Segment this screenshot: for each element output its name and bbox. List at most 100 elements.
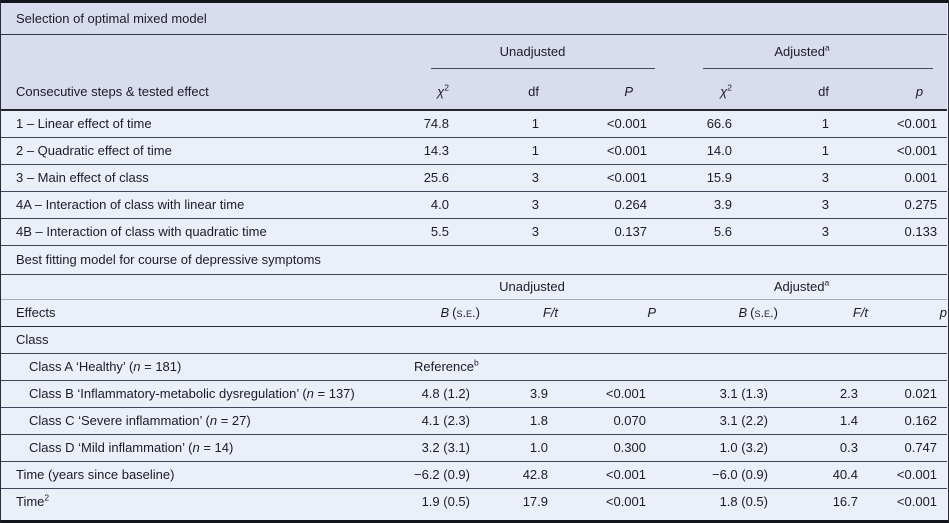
col-header-P-unadjusted: P (549, 69, 657, 111)
cell-p-adjusted: 0.162 (868, 407, 948, 435)
col-header-p-adjusted: p (868, 299, 948, 327)
cell-reference: Referenceb (408, 353, 948, 381)
table-row: Selection of optimal mixed model (1, 3, 948, 35)
cell-Ft-unadjusted: 1.0 (480, 434, 558, 462)
cell-chi2-adjusted: 14.0 (657, 137, 742, 165)
table-row: 1 – Linear effect of time 74.8 1 <0.001 … (1, 110, 948, 138)
cell-P-unadjusted: <0.001 (558, 488, 656, 515)
cell-df-unadjusted: 3 (459, 218, 549, 246)
table-row: 4B – Interaction of class with quadratic… (1, 218, 948, 246)
table-row: Time (years since baseline) −6.2 (0.9) 4… (1, 461, 948, 489)
cell-Ft-adjusted: 16.7 (778, 488, 868, 515)
cell-B-se-adjusted: −6.0 (0.9) (656, 461, 778, 489)
cell-df-unadjusted: 3 (459, 191, 549, 219)
cell-df-unadjusted: 1 (459, 137, 549, 165)
cell-B-se-adjusted: 1.8 (0.5) (656, 488, 778, 515)
group-header-adjusted: Adjusteda (656, 274, 948, 300)
column-header-row: Effects B (s.e.) F/t P B (s.e.) F/t p (1, 299, 948, 327)
table-row: Class D ‘Mild inflammation’ (n = 14) 3.2… (1, 434, 948, 462)
cell-chi2-unadjusted: 5.5 (408, 218, 459, 246)
cell-Ft-adjusted: 40.4 (778, 461, 868, 489)
group-label: Unadjusted (499, 279, 565, 294)
row-label: 3 – Main effect of class (1, 164, 408, 192)
row-label: Class D ‘Mild inflammation’ (n = 14) (1, 434, 408, 462)
row-label: Class A ‘Healthy’ (n = 181) (1, 353, 408, 381)
table-row: Best fitting model for course of depress… (1, 246, 948, 275)
cell-B-se-unadjusted: −6.2 (0.9) (408, 461, 480, 489)
col-header-p-adjusted: p (839, 69, 948, 111)
cell-Ft-unadjusted: 3.9 (480, 380, 558, 408)
cell-Ft-unadjusted: 17.9 (480, 488, 558, 515)
cell-chi2-adjusted: 5.6 (657, 218, 742, 246)
col-header-B-se-unadjusted: B (s.e.) (408, 299, 480, 327)
cell-p-adjusted: <0.001 (868, 488, 948, 515)
row-label: Time2 (1, 488, 408, 515)
cell-Ft-unadjusted: 1.8 (480, 407, 558, 435)
cell-chi2-adjusted: 15.9 (657, 164, 742, 192)
cell-p-adjusted: 0.275 (839, 191, 948, 219)
cell-P-unadjusted: <0.001 (558, 461, 656, 489)
group-label: Unadjusted (499, 44, 566, 59)
cell-P-unadjusted: <0.001 (549, 164, 657, 192)
spacer-cell (1, 274, 408, 300)
col-header-Ft-adjusted: F/t (778, 299, 868, 327)
cell-p-adjusted: <0.001 (839, 110, 948, 138)
cell-chi2-unadjusted: 74.8 (408, 110, 459, 138)
row-label: Time (years since baseline) (1, 461, 408, 489)
footnote-marker-b: b (473, 357, 479, 368)
cell-chi2-unadjusted: 25.6 (408, 164, 459, 192)
col-header-B-se-adjusted: B (s.e.) (656, 299, 778, 327)
section-title: Selection of optimal mixed model (1, 3, 948, 35)
col-header-df-adjusted: df (742, 69, 839, 111)
table-row: Class C ‘Severe inflammation’ (n = 27) 4… (1, 407, 948, 435)
model-selection-table: Selection of optimal mixed model Unadjus… (1, 3, 948, 246)
best-fitting-model-table: Best fitting model for course of depress… (1, 246, 948, 515)
footnote-marker-a: a (824, 42, 830, 53)
cell-Ft-unadjusted: 42.8 (480, 461, 558, 489)
cell-P-unadjusted: <0.001 (549, 137, 657, 165)
cell-P-unadjusted: 0.137 (549, 218, 657, 246)
col-header-df-unadjusted: df (459, 69, 549, 111)
cell-Ft-adjusted: 1.4 (778, 407, 868, 435)
cell-df-adjusted: 1 (742, 110, 839, 138)
table-row: Class B ‘Inflammatory-metabolic dysregul… (1, 380, 948, 408)
cell-P-unadjusted: <0.001 (549, 110, 657, 138)
cell-chi2-adjusted: 3.9 (657, 191, 742, 219)
cell-P-unadjusted: 0.300 (558, 434, 656, 462)
row-label: 4B – Interaction of class with quadratic… (1, 218, 408, 246)
cell-B-se-adjusted: 1.0 (3.2) (656, 434, 778, 462)
group-header-unadjusted: Unadjusted (408, 274, 656, 300)
cell-B-se-unadjusted: 4.8 (1.2) (408, 380, 480, 408)
cell-B-se-adjusted: 3.1 (2.2) (656, 407, 778, 435)
table-row: 3 – Main effect of class 25.6 3 <0.001 1… (1, 164, 948, 192)
cell-df-adjusted: 3 (742, 191, 839, 219)
footnote-marker-a: a (824, 277, 830, 288)
cell-P-unadjusted: 0.070 (558, 407, 656, 435)
row-label: 4A – Interaction of class with linear ti… (1, 191, 408, 219)
cell-B-se-unadjusted: 4.1 (2.3) (408, 407, 480, 435)
cell-chi2-unadjusted: 14.3 (408, 137, 459, 165)
col-header-chi2-unadjusted: χ2 (408, 69, 459, 111)
row-label: Class B ‘Inflammatory-metabolic dysregul… (1, 380, 408, 408)
col-header-Ft-unadjusted: F/t (480, 299, 558, 327)
col-header-effects: Effects (1, 299, 408, 327)
cell-Ft-adjusted: 0.3 (778, 434, 868, 462)
table-row: Time2 1.9 (0.5) 17.9 <0.001 1.8 (0.5) 16… (1, 488, 948, 515)
cell-df-unadjusted: 3 (459, 164, 549, 192)
cell-chi2-adjusted: 66.6 (657, 110, 742, 138)
section-title: Best fitting model for course of depress… (1, 246, 948, 275)
col-header-chi2-adjusted: χ2 (657, 69, 742, 111)
cell-p-adjusted: 0.747 (868, 434, 948, 462)
group-header-row: Unadjusted Adjusteda (1, 274, 948, 300)
cell-chi2-unadjusted: 4.0 (408, 191, 459, 219)
cell-B-se-unadjusted: 3.2 (3.1) (408, 434, 480, 462)
row-label-class-group: Class (1, 326, 948, 354)
group-label: Adjusted (774, 44, 825, 59)
table-row: 2 – Quadratic effect of time 14.3 1 <0.0… (1, 137, 948, 165)
cell-B-se-adjusted: 3.1 (1.3) (656, 380, 778, 408)
row-label: Class C ‘Severe inflammation’ (n = 27) (1, 407, 408, 435)
spacer-cell (1, 34, 408, 69)
group-header-row: Unadjusted Adjusteda (1, 34, 948, 69)
column-header-row: Consecutive steps & tested effect χ2 df … (1, 69, 948, 111)
